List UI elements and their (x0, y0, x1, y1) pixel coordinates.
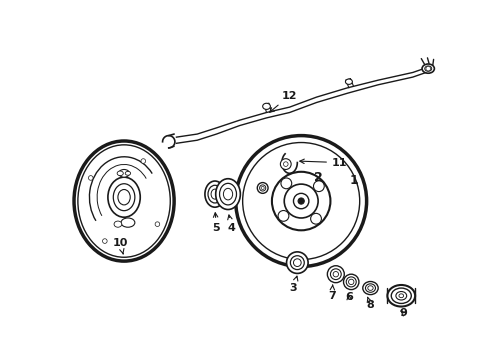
Ellipse shape (343, 274, 359, 289)
Text: 4: 4 (228, 215, 236, 233)
Text: 9: 9 (399, 308, 407, 318)
Ellipse shape (392, 288, 411, 303)
Ellipse shape (287, 252, 308, 274)
Ellipse shape (121, 218, 135, 227)
Circle shape (311, 213, 321, 224)
Ellipse shape (348, 279, 354, 285)
Circle shape (88, 176, 93, 180)
Ellipse shape (366, 284, 375, 292)
Ellipse shape (294, 259, 301, 266)
Circle shape (298, 198, 304, 204)
Ellipse shape (118, 189, 130, 205)
Ellipse shape (260, 185, 266, 191)
Ellipse shape (78, 145, 171, 257)
Ellipse shape (368, 286, 373, 291)
Text: 5: 5 (213, 213, 220, 233)
Text: 1: 1 (349, 174, 358, 187)
Ellipse shape (399, 294, 404, 298)
Text: 12: 12 (270, 91, 297, 112)
Circle shape (283, 162, 288, 166)
Text: 8: 8 (367, 297, 374, 310)
Circle shape (280, 159, 291, 170)
Circle shape (314, 181, 324, 192)
Ellipse shape (346, 277, 356, 287)
Ellipse shape (208, 185, 222, 203)
Ellipse shape (261, 186, 264, 189)
Ellipse shape (114, 221, 122, 227)
Circle shape (243, 143, 360, 260)
Circle shape (294, 193, 309, 209)
Ellipse shape (257, 183, 268, 193)
Text: 6: 6 (345, 292, 353, 302)
Ellipse shape (113, 184, 135, 211)
Ellipse shape (205, 181, 225, 207)
Ellipse shape (388, 285, 415, 306)
Ellipse shape (330, 269, 341, 280)
Text: 2: 2 (314, 171, 322, 184)
Ellipse shape (422, 64, 435, 73)
Ellipse shape (263, 103, 270, 109)
Circle shape (155, 222, 160, 226)
Circle shape (426, 66, 431, 71)
Text: 7: 7 (328, 285, 336, 301)
Ellipse shape (74, 141, 174, 261)
Ellipse shape (117, 171, 123, 176)
Ellipse shape (211, 189, 219, 199)
Ellipse shape (108, 177, 140, 217)
Ellipse shape (119, 170, 129, 177)
Ellipse shape (223, 188, 233, 200)
Text: 10: 10 (113, 238, 128, 254)
Ellipse shape (345, 79, 352, 84)
Ellipse shape (425, 66, 432, 71)
Circle shape (236, 136, 367, 266)
Circle shape (281, 178, 292, 189)
Circle shape (284, 184, 318, 218)
Circle shape (102, 239, 107, 243)
Ellipse shape (396, 292, 407, 300)
Ellipse shape (125, 171, 131, 175)
Ellipse shape (220, 183, 237, 205)
Circle shape (272, 172, 330, 230)
Text: 11: 11 (300, 158, 347, 167)
Ellipse shape (216, 179, 240, 210)
Circle shape (141, 159, 146, 163)
Ellipse shape (327, 266, 344, 283)
Circle shape (278, 211, 289, 221)
Ellipse shape (333, 271, 339, 277)
Ellipse shape (363, 282, 378, 294)
Ellipse shape (291, 256, 304, 270)
Text: 3: 3 (290, 276, 298, 293)
